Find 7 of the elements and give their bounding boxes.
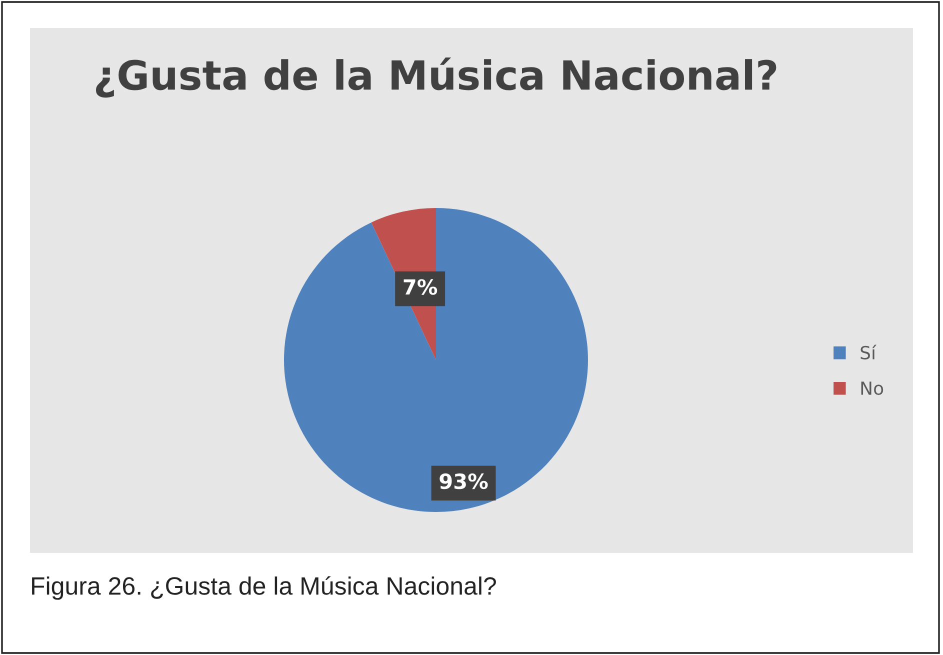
data-label: 7% [404,279,438,295]
legend-label: No [861,382,884,396]
legend-label: Sí [860,344,876,360]
pie-slice [284,208,588,512]
data-label: 93% [440,473,488,490]
chart-title: ¿Gusta de la Música Nacional? [96,57,776,98]
text: Figura 26. ¿Gusta de la Música Nacional? [32,576,496,600]
